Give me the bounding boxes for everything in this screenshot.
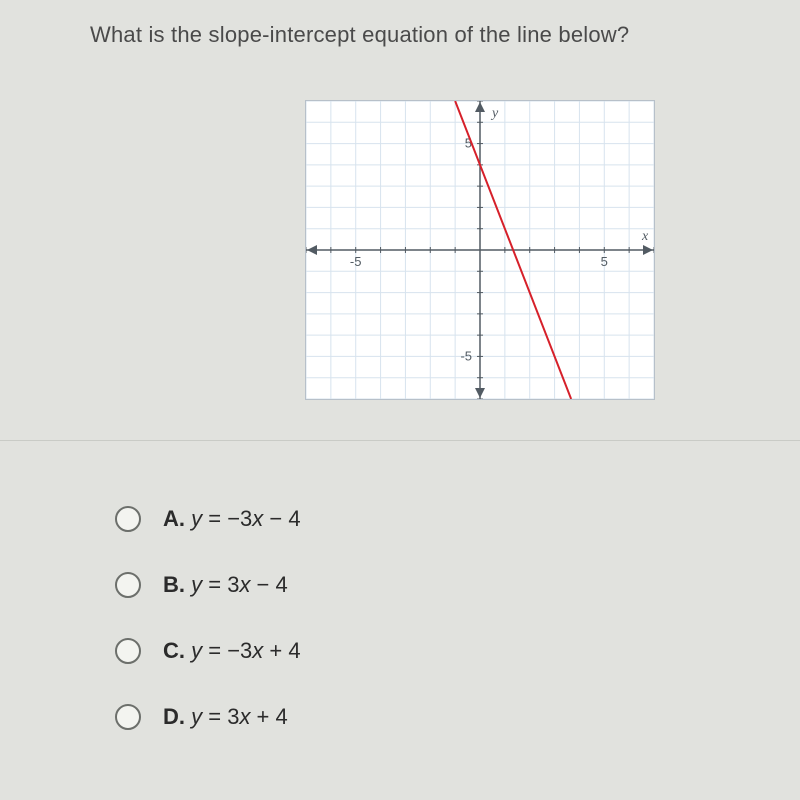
option-c-label: C. y = −3x + 4 [163, 638, 301, 664]
option-c[interactable]: C. y = −3x + 4 [115, 618, 740, 684]
option-d-label: D. y = 3x + 4 [163, 704, 288, 730]
option-b[interactable]: B. y = 3x − 4 [115, 552, 740, 618]
chart-container: -555-5xy [305, 100, 655, 400]
svg-text:-5: -5 [350, 254, 362, 269]
radio-b[interactable] [115, 572, 141, 598]
svg-text:x: x [641, 229, 649, 244]
option-b-label: B. y = 3x − 4 [163, 572, 288, 598]
quiz-page: What is the slope-intercept equation of … [0, 0, 800, 800]
answer-options: A. y = −3x − 4 B. y = 3x − 4 C. y = −3x … [115, 486, 740, 750]
option-d[interactable]: D. y = 3x + 4 [115, 684, 740, 750]
radio-c[interactable] [115, 638, 141, 664]
option-a[interactable]: A. y = −3x − 4 [115, 486, 740, 552]
line-chart: -555-5xy [306, 101, 654, 399]
option-a-label: A. y = −3x − 4 [163, 506, 301, 532]
question-text: What is the slope-intercept equation of … [90, 22, 740, 48]
svg-text:y: y [490, 106, 499, 121]
radio-a[interactable] [115, 506, 141, 532]
section-divider [0, 440, 800, 441]
svg-text:5: 5 [601, 254, 608, 269]
svg-text:-5: -5 [460, 348, 472, 363]
radio-d[interactable] [115, 704, 141, 730]
